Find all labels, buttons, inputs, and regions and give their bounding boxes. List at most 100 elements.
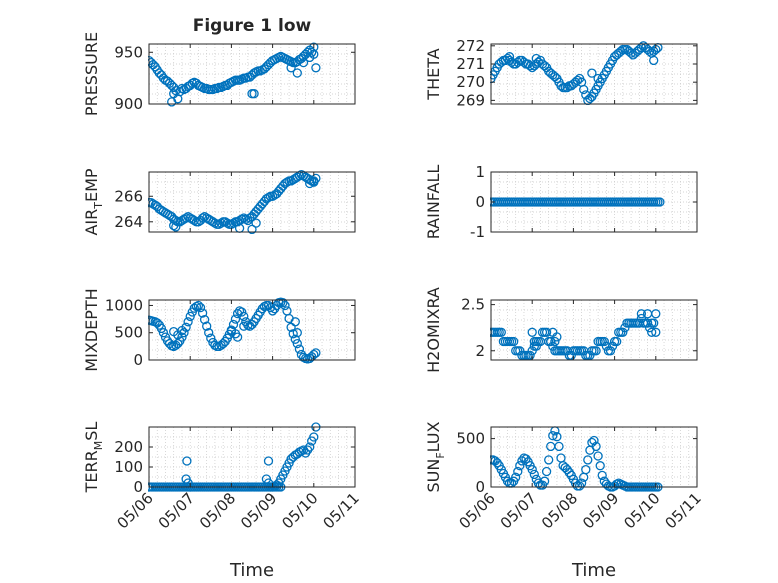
- data-point: [539, 476, 550, 486]
- data-point: [206, 333, 216, 343]
- data-point: [581, 464, 591, 475]
- data-point: [212, 83, 222, 94]
- x-axis-label-left: Time: [229, 560, 274, 581]
- y-tick-label: 269: [456, 91, 485, 109]
- x-axis-label-right: Time: [571, 560, 616, 581]
- data-point: [311, 173, 321, 184]
- y-tick-label: 200: [114, 438, 143, 456]
- data-point: [263, 192, 274, 203]
- data-point: [202, 321, 212, 331]
- axes-frame: [148, 43, 356, 105]
- data-point: [655, 197, 665, 207]
- data-point: [185, 311, 195, 322]
- data-point: [541, 466, 552, 477]
- data-point: [597, 470, 607, 481]
- y-tick-label: 500: [114, 324, 143, 342]
- data-point: [286, 63, 296, 73]
- marker-series: [490, 41, 663, 106]
- data-point: [302, 47, 313, 57]
- data-point: [292, 328, 302, 338]
- data-point: [550, 336, 560, 347]
- data-point: [509, 336, 519, 347]
- data-point: [504, 52, 515, 62]
- data-point: [546, 336, 556, 347]
- y-tick-label: 100: [114, 458, 143, 476]
- data-point: [511, 472, 521, 482]
- data-point: [574, 481, 585, 491]
- data-point: [181, 213, 191, 223]
- data-point: [294, 344, 305, 354]
- data-point: [239, 321, 249, 331]
- data-point: [309, 432, 319, 442]
- y-tick-label: 1000: [105, 296, 143, 314]
- data-point: [199, 314, 210, 325]
- data-point: [599, 336, 609, 347]
- y-axis-label: THETA: [424, 48, 443, 100]
- data-point: [156, 323, 167, 334]
- marker-series: [490, 426, 663, 492]
- axes-frame: [148, 426, 356, 488]
- data-point: [496, 327, 506, 337]
- data-point: [583, 455, 593, 465]
- data-point: [593, 73, 603, 84]
- data-point: [305, 52, 315, 63]
- data-point: [290, 334, 300, 344]
- axes-frame: [490, 299, 698, 361]
- data-point: [173, 338, 183, 349]
- subplot-h2omixra: 2 2.5 H2OMIXRA: [424, 287, 698, 373]
- y-tick-label: 2: [475, 342, 485, 360]
- marker-series: [148, 169, 321, 235]
- data-point: [647, 327, 657, 337]
- data-point: [591, 441, 601, 452]
- data-point: [531, 341, 541, 351]
- data-point: [525, 61, 535, 71]
- y-tick-label: 950: [114, 43, 143, 61]
- data-point: [239, 311, 249, 322]
- data-point: [197, 213, 208, 223]
- y-axis-label: H2OMIXRA: [424, 287, 443, 373]
- subplot-rainfall: -1 0 1 RAINFALL: [424, 163, 698, 241]
- data-point: [158, 328, 169, 338]
- y-tick-label: 0: [475, 478, 485, 496]
- y-tick-label: 264: [114, 213, 143, 231]
- data-point: [189, 215, 199, 226]
- marker-series: [490, 309, 661, 361]
- y-tick-label: 0: [475, 193, 485, 211]
- data-point: [587, 68, 597, 78]
- data-point: [193, 300, 204, 311]
- y-axis-label: TERRMSL: [82, 422, 105, 494]
- data-point: [595, 461, 605, 471]
- data-point: [183, 317, 193, 327]
- data-point: [307, 47, 317, 57]
- axes-frame: [148, 299, 356, 361]
- y-tick-label: 0: [133, 478, 143, 496]
- data-point: [572, 75, 583, 86]
- data-point: [280, 300, 290, 311]
- data-point: [282, 177, 292, 187]
- data-point: [521, 454, 531, 464]
- y-tick-label: 1: [475, 163, 485, 181]
- y-tick-label: 0: [133, 351, 143, 369]
- marker-series: [148, 42, 321, 107]
- data-point: [651, 327, 661, 337]
- data-point: [290, 317, 300, 327]
- data-point: [228, 218, 239, 228]
- y-tick-label: 900: [114, 95, 143, 113]
- subplot-pressure: 900 950 PRESSURE: [82, 32, 356, 116]
- data-point: [492, 458, 502, 468]
- data-point: [525, 350, 535, 361]
- data-point: [249, 89, 259, 99]
- axes-frame: [148, 171, 356, 233]
- data-point: [230, 314, 241, 324]
- data-point: [552, 332, 562, 342]
- data-point: [626, 48, 636, 58]
- data-point: [649, 55, 659, 66]
- data-point: [651, 309, 661, 319]
- data-point: [636, 309, 647, 319]
- data-point: [591, 346, 601, 356]
- data-point: [197, 82, 208, 93]
- data-point: [579, 84, 589, 95]
- data-point: [305, 442, 315, 452]
- y-tick-label: 270: [456, 73, 485, 91]
